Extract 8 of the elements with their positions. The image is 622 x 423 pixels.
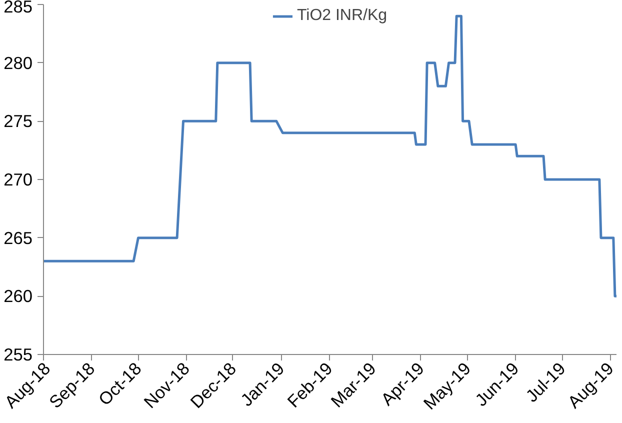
y-tick-label: 255: [4, 344, 33, 364]
legend-label: TiO2 INR/Kg: [296, 7, 388, 25]
y-tick-label: 260: [4, 286, 33, 306]
y-tick-label: 280: [4, 52, 33, 73]
y-tick-label: 265: [4, 228, 33, 248]
y-tick-label: 285: [4, 0, 33, 16]
y-tick-label: 270: [4, 170, 33, 190]
y-tick-label: 275: [4, 111, 33, 132]
